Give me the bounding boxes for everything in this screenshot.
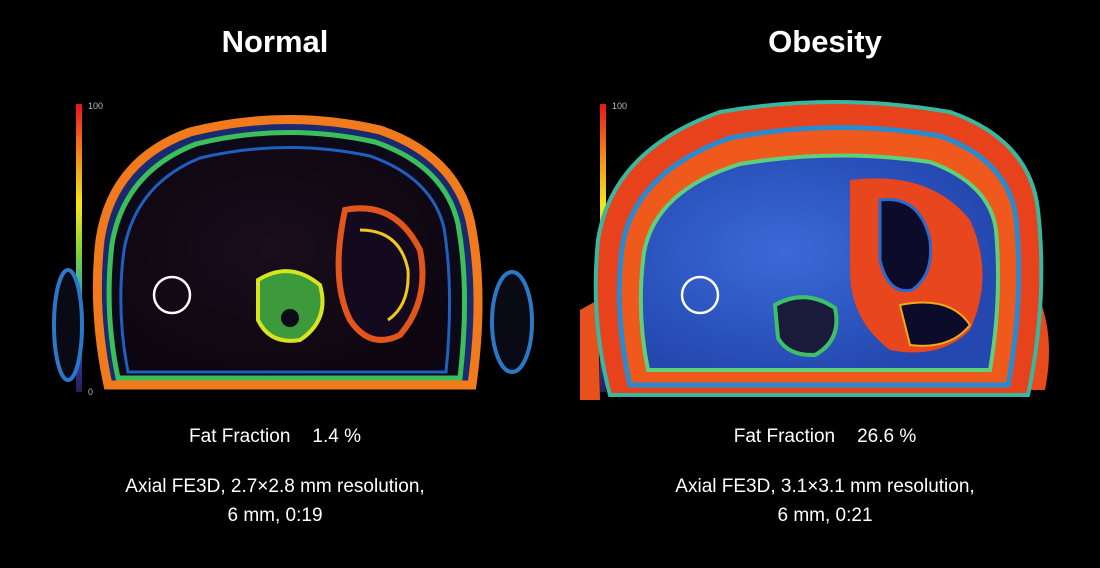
fat-fraction-row: Fat Fraction 26.6 %	[550, 426, 1100, 448]
colorbar-min-label: 0	[88, 387, 94, 397]
mri-scan-image	[52, 115, 534, 390]
spine-shape	[256, 269, 325, 343]
spinal-canal-shape	[281, 309, 299, 327]
organ-edge-shape	[359, 228, 410, 322]
colorbar-gradient	[76, 104, 82, 392]
scan-description-line1: Axial FE3D, 3.1×3.1 mm resolution,	[675, 476, 975, 497]
scan-description-line1: Axial FE3D, 2.7×2.8 mm resolution,	[125, 476, 425, 497]
fat-fraction-label: Fat Fraction	[733, 426, 836, 447]
roi-circle	[152, 275, 192, 315]
colorbar-max-label: 100	[88, 101, 104, 111]
scan-description: Axial FE3D, 3.1×3.1 mm resolution, 6 mm,…	[550, 472, 1100, 530]
fat-fraction-label: Fat Fraction	[189, 426, 291, 447]
arm-left-shape	[580, 300, 600, 400]
scan-description-line2: 6 mm, 0:19	[227, 505, 323, 526]
fat-fraction-row: Fat Fraction 1.4 %	[0, 426, 550, 448]
spine-shape	[772, 295, 839, 358]
panel-title: Normal	[221, 24, 329, 59]
panel-normal: Normal 100 0 Fat Fraction 1.4 % Axial F	[0, 24, 550, 530]
fat-fraction-value: 26.6 %	[857, 426, 917, 447]
panel-title: Obesity	[768, 24, 882, 59]
heart-chamber-shape	[878, 198, 933, 293]
roi-circle	[680, 275, 720, 315]
mri-scan-image	[580, 100, 1049, 400]
colorbar-max-label: 100	[612, 101, 628, 111]
colorbar: 100 0	[76, 101, 106, 400]
arm-right-shape	[490, 270, 534, 374]
scan-description-line2: 6 mm, 0:21	[777, 505, 873, 526]
fat-fraction-value: 1.4 %	[312, 426, 361, 447]
organ-chamber-shape	[898, 301, 972, 347]
arm-left-shape	[52, 268, 84, 382]
scan-description: Axial FE3D, 2.7×2.8 mm resolution, 6 mm,…	[0, 472, 550, 530]
